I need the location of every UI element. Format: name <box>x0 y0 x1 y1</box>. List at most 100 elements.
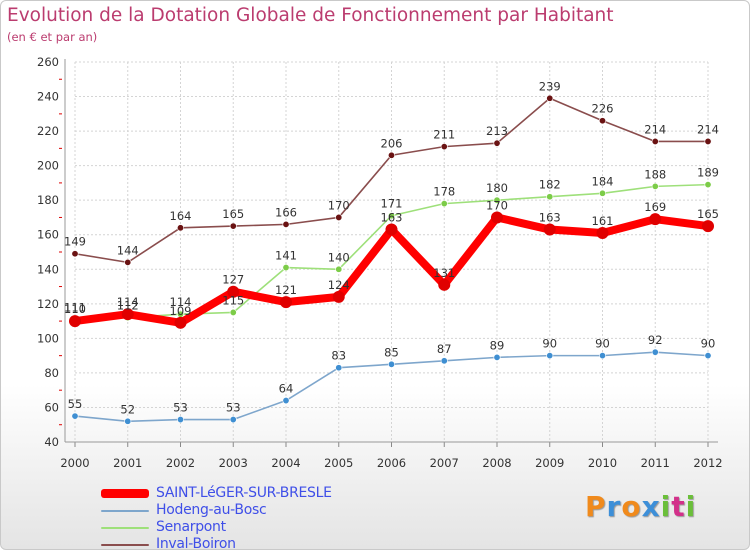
data-point <box>598 352 606 360</box>
x-tick-label: 2002 <box>166 456 195 470</box>
data-label: 90 <box>542 337 557 351</box>
legend-swatch <box>101 489 149 498</box>
data-point <box>546 193 554 201</box>
x-tick-label: 2008 <box>482 456 511 470</box>
data-point <box>704 352 712 360</box>
data-label: 89 <box>490 338 505 352</box>
x-tick-label: 2000 <box>60 456 89 470</box>
data-point <box>440 200 448 208</box>
data-label: 164 <box>170 209 192 223</box>
x-tick-label: 2010 <box>588 456 617 470</box>
data-point <box>282 264 290 272</box>
legend-label: Inval-Boiron <box>156 536 236 550</box>
data-label: 149 <box>64 235 86 249</box>
legend-label: SAINT-LéGER-SUR-BRESLE <box>156 485 332 501</box>
data-point <box>543 223 556 236</box>
data-point <box>229 222 237 230</box>
chart-subtitle: (en € et par an) <box>7 30 98 44</box>
data-point <box>71 412 79 420</box>
data-point <box>69 315 81 328</box>
x-tick-label: 2011 <box>641 456 670 470</box>
data-label: 163 <box>539 211 561 225</box>
y-tick-label: 80 <box>44 366 59 380</box>
data-point <box>387 151 395 159</box>
grid-layer <box>74 61 709 443</box>
data-point <box>704 137 712 145</box>
data-point <box>438 278 451 291</box>
data-label: 53 <box>226 401 241 415</box>
y-tick-label: 40 <box>44 435 59 449</box>
data-label: 64 <box>279 382 294 396</box>
data-label: 115 <box>222 293 244 307</box>
data-label: 165 <box>222 207 244 221</box>
y-tick-label: 220 <box>37 124 59 138</box>
data-label: 239 <box>539 79 561 93</box>
data-label: 182 <box>539 178 561 192</box>
x-tick-label: 2006 <box>377 456 406 470</box>
data-point <box>546 352 554 360</box>
data-point <box>387 360 395 368</box>
data-label: 131 <box>433 266 455 280</box>
data-label: 127 <box>222 273 244 287</box>
data-point <box>704 181 712 189</box>
data-point <box>335 364 343 372</box>
x-tick-label: 2009 <box>535 456 564 470</box>
logo-letter: t <box>671 490 686 523</box>
data-point <box>651 182 659 190</box>
data-label: 87 <box>437 342 452 356</box>
data-label: 109 <box>170 304 192 318</box>
data-point <box>124 258 132 266</box>
legend-swatch <box>101 510 149 512</box>
data-label: 141 <box>275 249 297 263</box>
data-label: 92 <box>648 333 663 347</box>
data-label: 112 <box>117 299 139 313</box>
data-point <box>440 143 448 151</box>
data-point <box>385 223 398 236</box>
x-tick-label: 2001 <box>113 456 142 470</box>
data-label: 114 <box>170 295 192 309</box>
data-label: 189 <box>697 166 719 180</box>
chart-title: Evolution de la Dotation Globale de Fonc… <box>7 5 614 26</box>
y-tick-label: 240 <box>37 90 59 104</box>
data-label: 178 <box>433 185 455 199</box>
data-point <box>493 353 501 361</box>
data-point <box>229 416 237 424</box>
data-label: 180 <box>486 181 508 195</box>
data-label: 161 <box>592 214 614 228</box>
legend-swatch <box>101 527 149 529</box>
data-label: 140 <box>328 250 350 264</box>
data-point <box>280 296 292 309</box>
data-point <box>493 139 501 147</box>
y-tick-label: 180 <box>37 193 59 207</box>
legend-item-saint-leger-sur-bresle: SAINT-LéGER-SUR-BRESLE <box>101 485 401 502</box>
data-label: 121 <box>275 283 297 297</box>
data-label: 214 <box>697 122 719 136</box>
data-label: 83 <box>331 349 346 363</box>
data-point <box>598 189 606 197</box>
data-point <box>491 211 503 224</box>
proxiti-logo: Proxiti <box>585 490 696 523</box>
data-point <box>702 220 714 233</box>
data-label: 171 <box>381 197 403 211</box>
logo-letter: o <box>621 490 642 523</box>
legend-label: Senarpont <box>156 519 226 535</box>
data-label: 166 <box>275 205 297 219</box>
x-tick-label: 2007 <box>430 456 459 470</box>
data-point <box>121 308 134 321</box>
data-point <box>596 227 609 239</box>
y-tick-label: 140 <box>37 262 59 276</box>
axis-layer: 40 60 80 100 120 140 160 180 200 220 240 260 2000 200… <box>37 55 723 470</box>
legend-label: Hodeng-au-Bosc <box>156 502 267 518</box>
data-point <box>177 224 185 232</box>
data-label: 211 <box>433 128 455 142</box>
data-label: 52 <box>120 402 135 416</box>
data-label: 114 <box>117 295 139 309</box>
logo-letter: i <box>660 490 672 523</box>
data-point <box>124 417 132 425</box>
data-label: 214 <box>644 122 666 136</box>
logo-letter: P <box>585 490 607 523</box>
series-layer <box>69 94 714 425</box>
